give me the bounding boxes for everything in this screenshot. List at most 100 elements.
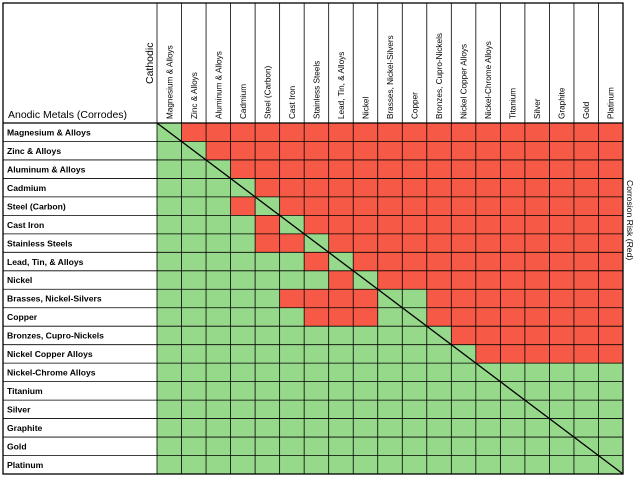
safe-cell xyxy=(426,344,452,364)
risk-cell xyxy=(304,196,329,216)
safe-cell xyxy=(500,437,525,456)
risk-cell xyxy=(500,233,525,253)
risk-cell xyxy=(304,307,329,327)
safe-cell xyxy=(279,363,305,382)
safe-cell xyxy=(304,400,329,419)
safe-cell xyxy=(181,196,207,216)
risk-cell xyxy=(377,178,403,197)
safe-cell xyxy=(230,307,256,327)
risk-cell xyxy=(598,326,623,345)
risk-cell xyxy=(328,215,354,234)
risk-cell xyxy=(598,215,623,234)
column-label: Brasses, Nickel-Silvers xyxy=(386,35,395,119)
safe-cell xyxy=(328,381,354,401)
safe-cell xyxy=(573,418,599,438)
row-label: Zinc & Alloys xyxy=(7,146,61,156)
risk-cell xyxy=(475,215,501,234)
risk-cell xyxy=(279,196,305,216)
safe-cell xyxy=(181,289,207,308)
safe-cell xyxy=(377,455,403,474)
safe-cell xyxy=(279,270,305,290)
risk-cell xyxy=(524,196,550,216)
safe-cell xyxy=(206,437,231,456)
row-label: Cadmium xyxy=(7,183,47,193)
risk-cell xyxy=(549,123,574,142)
risk-cell xyxy=(377,159,403,179)
risk-cell xyxy=(206,141,231,160)
risk-cell xyxy=(304,215,329,234)
safe-cell xyxy=(279,307,305,327)
safe-cell xyxy=(402,418,427,438)
safe-cell xyxy=(304,455,329,474)
safe-cell xyxy=(451,363,476,382)
safe-cell xyxy=(304,363,329,382)
safe-cell xyxy=(181,363,207,382)
safe-cell xyxy=(206,233,231,253)
safe-cell xyxy=(353,400,378,419)
safe-cell xyxy=(328,326,354,345)
column-label: Graphite xyxy=(558,87,567,119)
risk-cell xyxy=(402,233,427,253)
risk-cell xyxy=(549,141,574,160)
safe-cell xyxy=(181,437,207,456)
safe-cell xyxy=(206,455,231,474)
risk-cell xyxy=(353,233,378,253)
risk-cell xyxy=(549,270,574,290)
risk-cell xyxy=(426,233,452,253)
risk-cell xyxy=(451,178,476,197)
risk-cell xyxy=(426,307,452,327)
safe-cell xyxy=(426,418,452,438)
safe-cell xyxy=(426,455,452,474)
column-label: Lead, Tin, & Alloys xyxy=(337,52,346,119)
risk-cell xyxy=(500,344,525,364)
risk-cell xyxy=(524,159,550,179)
safe-cell xyxy=(304,326,329,345)
risk-cell xyxy=(475,289,501,308)
safe-cell xyxy=(451,381,476,401)
row-header-label: Anodic Metals (Corrodes) xyxy=(8,109,127,121)
risk-cell xyxy=(353,178,378,197)
safe-cell xyxy=(157,289,182,308)
risk-cell xyxy=(279,178,305,197)
safe-cell xyxy=(353,326,378,345)
safe-cell xyxy=(181,418,207,438)
safe-cell xyxy=(206,270,231,290)
row-label: Magnesium & Alloys xyxy=(7,127,91,137)
risk-cell xyxy=(426,141,452,160)
safe-cell xyxy=(157,381,182,401)
safe-cell xyxy=(157,159,182,179)
risk-cell xyxy=(279,289,305,308)
safe-cell xyxy=(230,344,256,364)
safe-cell xyxy=(157,215,182,234)
safe-cell xyxy=(377,381,403,401)
column-header-label: Cathodic xyxy=(144,43,156,84)
safe-cell xyxy=(157,455,182,474)
row-label: Stainless Steels xyxy=(7,238,73,248)
safe-cell xyxy=(157,400,182,419)
risk-cell xyxy=(304,141,329,160)
row-label: Nickel Copper Alloys xyxy=(7,349,93,359)
safe-cell xyxy=(328,344,354,364)
safe-cell xyxy=(279,455,305,474)
safe-cell xyxy=(524,363,550,382)
risk-cell xyxy=(598,307,623,327)
risk-cell xyxy=(549,307,574,327)
risk-cell xyxy=(451,307,476,327)
safe-cell xyxy=(181,233,207,253)
safe-cell xyxy=(181,344,207,364)
column-label: Cast Iron xyxy=(288,85,297,119)
risk-cell xyxy=(500,141,525,160)
column-label: Stainless Steels xyxy=(312,61,321,119)
risk-cell xyxy=(475,233,501,253)
safe-cell xyxy=(549,455,574,474)
safe-cell xyxy=(279,252,305,271)
safe-cell xyxy=(524,437,550,456)
safe-cell xyxy=(206,289,231,308)
risk-cell xyxy=(500,270,525,290)
safe-cell xyxy=(328,437,354,456)
risk-cell xyxy=(451,233,476,253)
safe-cell xyxy=(255,344,280,364)
safe-cell xyxy=(206,381,231,401)
risk-cell xyxy=(377,196,403,216)
column-label: Magnesium & Alloys xyxy=(165,45,174,119)
